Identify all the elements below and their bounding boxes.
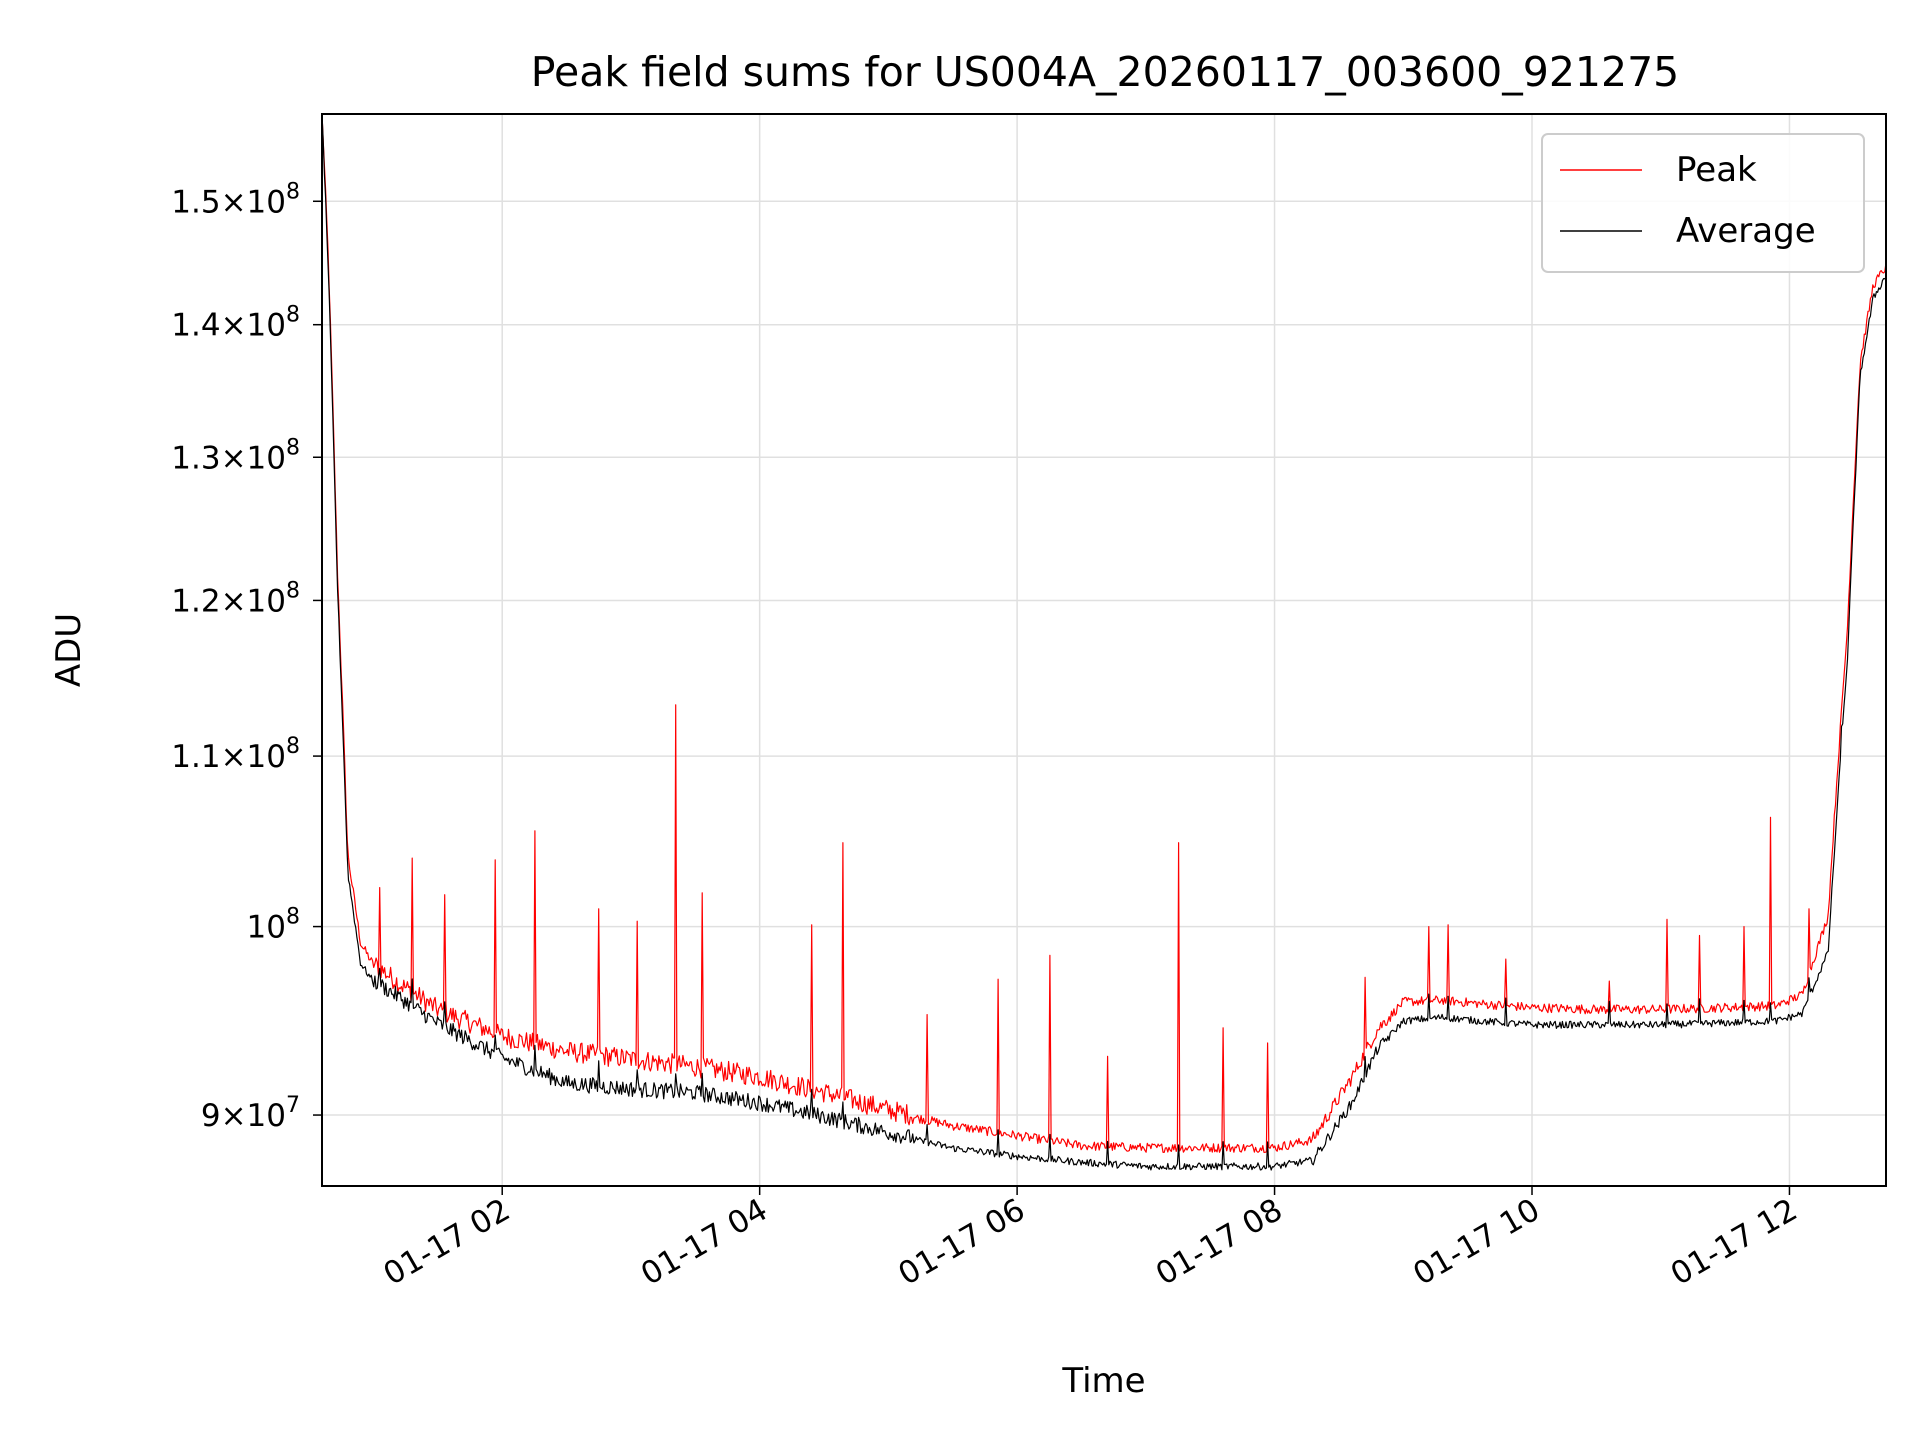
y-tick-label: 1.4×108 xyxy=(171,303,300,344)
series-line-average xyxy=(321,113,1887,1171)
legend-label-average: Average xyxy=(1676,211,1816,251)
y-axis: 9×107 108 1.1×108 1.2×108 1.3×108 1.4×108 1.5×… xyxy=(171,179,322,1134)
legend-label-peak: Peak xyxy=(1676,150,1757,190)
chart-title: Peak field sums for US004A_20260117_0036… xyxy=(531,48,1680,96)
legend-box xyxy=(1541,133,1865,273)
y-tick-label: 108 xyxy=(247,905,300,946)
y-tick-label: 1.5×108 xyxy=(171,179,300,220)
y-tick-label: 1.2×108 xyxy=(171,578,300,619)
plot-frame xyxy=(321,113,1887,1187)
y-tick-label: 1.1×108 xyxy=(171,734,300,775)
x-axis-label: Time xyxy=(1061,1361,1145,1401)
y-tick-label: 9×107 xyxy=(201,1093,300,1134)
grid xyxy=(322,114,1886,1186)
series-layer xyxy=(321,113,1887,1171)
y-axis-label: ADU xyxy=(49,613,89,687)
series-line-peak xyxy=(321,113,1887,1153)
y-tick-label: 1.3×108 xyxy=(171,435,300,476)
legend: Peak Average xyxy=(1541,133,1865,273)
